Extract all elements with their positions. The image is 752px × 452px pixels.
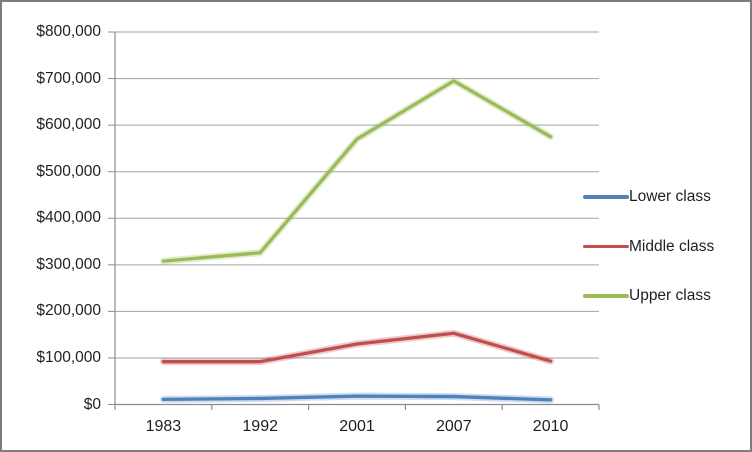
legend-label: Upper class (629, 287, 711, 304)
y-axis-label: $300,000 (36, 255, 101, 273)
legend-item-middle-class: Middle class (583, 238, 714, 256)
x-axis-label: 2001 (339, 418, 375, 435)
y-axis-label: $100,000 (36, 348, 101, 366)
series-line-middle-class (161, 331, 553, 364)
x-axis-label: 1992 (242, 418, 278, 435)
legend-line-sample-icon (583, 195, 629, 199)
x-axis-label: 2007 (436, 418, 472, 435)
series-line-lower-class (161, 394, 553, 402)
legend-line-sample-icon (583, 244, 629, 249)
legend-item-lower-class: Lower class (583, 188, 711, 206)
y-axis-label: $700,000 (36, 69, 101, 87)
y-axis-label: $0 (83, 395, 101, 413)
legend-label: Middle class (629, 237, 715, 255)
x-axis-label: 2010 (532, 418, 569, 435)
legend-item-upper-class: Upper class (583, 287, 711, 305)
series-line-upper-class (159, 77, 555, 265)
series-line-upper-class (161, 79, 553, 263)
legend-line-sample-icon (583, 294, 629, 298)
x-axis-label: 1983 (145, 418, 182, 435)
legend-label: Lower class (629, 188, 711, 205)
y-axis-label: $800,000 (36, 23, 101, 40)
y-axis-label: $600,000 (36, 116, 101, 134)
series-line-middle-class (159, 329, 555, 366)
y-axis-label: $400,000 (36, 209, 101, 227)
y-axis-label: $200,000 (36, 302, 101, 320)
y-axis-label: $500,000 (36, 162, 101, 180)
